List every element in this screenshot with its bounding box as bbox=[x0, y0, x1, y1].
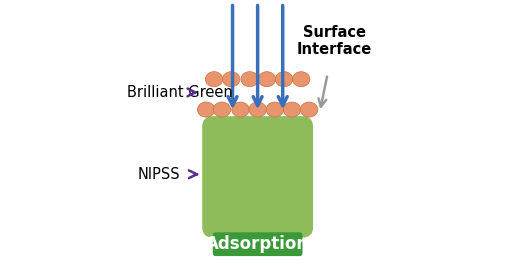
Text: Brilliant Green: Brilliant Green bbox=[127, 85, 232, 100]
Ellipse shape bbox=[248, 102, 266, 117]
Ellipse shape bbox=[292, 72, 309, 87]
Ellipse shape bbox=[197, 102, 214, 117]
Ellipse shape bbox=[213, 102, 230, 117]
Ellipse shape bbox=[258, 72, 275, 87]
Ellipse shape bbox=[241, 72, 258, 87]
Ellipse shape bbox=[222, 72, 239, 87]
Ellipse shape bbox=[282, 102, 300, 117]
Text: Adsorption: Adsorption bbox=[206, 235, 308, 253]
Text: NIPSS: NIPSS bbox=[137, 167, 180, 182]
Ellipse shape bbox=[266, 102, 283, 117]
Ellipse shape bbox=[275, 72, 292, 87]
Text: Surface
Interface: Surface Interface bbox=[296, 25, 371, 57]
Ellipse shape bbox=[300, 102, 317, 117]
FancyBboxPatch shape bbox=[212, 232, 302, 256]
Ellipse shape bbox=[205, 72, 222, 87]
Ellipse shape bbox=[231, 102, 249, 117]
FancyBboxPatch shape bbox=[202, 116, 313, 238]
